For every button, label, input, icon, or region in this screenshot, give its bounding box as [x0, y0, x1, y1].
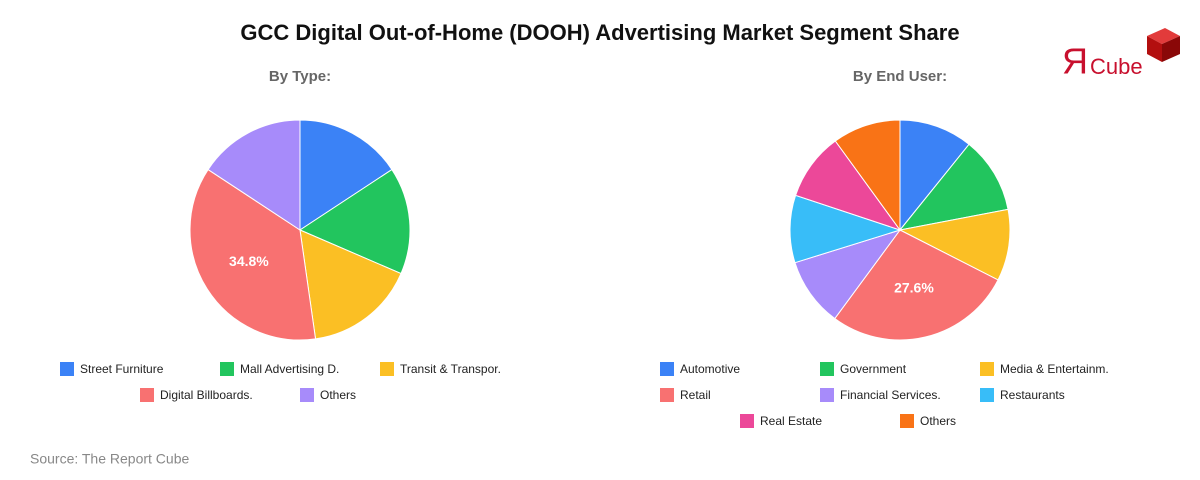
legend-label: Mall Advertising D.: [240, 362, 339, 376]
legend-swatch: [140, 388, 154, 402]
legend-label: Others: [320, 388, 356, 402]
legend-swatch: [980, 388, 994, 402]
source: Source: The Report Cube: [30, 451, 189, 467]
legend-label: Street Furniture: [80, 362, 164, 376]
legend-label: Transit & Transpor.: [400, 362, 501, 376]
logo-text: Cube: [1090, 54, 1143, 79]
legend-swatch: [380, 362, 394, 376]
legend-swatch: [660, 362, 674, 376]
logo-mark: Я: [1062, 41, 1088, 82]
pie-slice: [899, 119, 970, 232]
pie-slice: [189, 168, 317, 341]
logo: Я Cube: [1062, 28, 1180, 82]
slice-label: 34.8%: [229, 253, 269, 269]
legend-label: Financial Services.: [840, 388, 941, 402]
legend-swatch: [660, 388, 674, 402]
legend-swatch: [980, 362, 994, 376]
legend-label: Media & Entertainm.: [1000, 362, 1109, 376]
legend-swatch: [820, 362, 834, 376]
legend-label: Real Estate: [760, 414, 822, 428]
legend-label: Restaurants: [1000, 388, 1065, 402]
legend-swatch: [300, 388, 314, 402]
chart-subtitle: By End User:: [853, 68, 947, 85]
legend-swatch: [900, 414, 914, 428]
legend-swatch: [820, 388, 834, 402]
pie-slice: [299, 229, 402, 340]
legend-label: Others: [920, 414, 956, 428]
pie-slice: [834, 119, 901, 232]
logo-cube-top: [1147, 28, 1180, 44]
legend-label: Retail: [680, 388, 711, 402]
pie-slice: [299, 119, 393, 231]
logo-cube-right: [1162, 36, 1180, 62]
pie-slice: [898, 143, 1009, 231]
slice-label: 27.6%: [894, 280, 934, 296]
legend-swatch: [220, 362, 234, 376]
pie-slice: [207, 119, 301, 231]
legend-label: Government: [840, 362, 907, 376]
legend-label: Digital Billboards.: [160, 388, 253, 402]
legend-swatch: [740, 414, 754, 428]
pie-slice: [834, 229, 999, 341]
chart-subtitle: By Type:: [269, 68, 331, 85]
legend-label: Automotive: [680, 362, 740, 376]
page-title: GCC Digital Out-of-Home (DOOH) Advertisi…: [240, 20, 959, 45]
pie-slice: [898, 208, 1011, 281]
legend-swatch: [60, 362, 74, 376]
logo-cube-left: [1147, 36, 1162, 62]
pie-slice: [298, 168, 411, 275]
